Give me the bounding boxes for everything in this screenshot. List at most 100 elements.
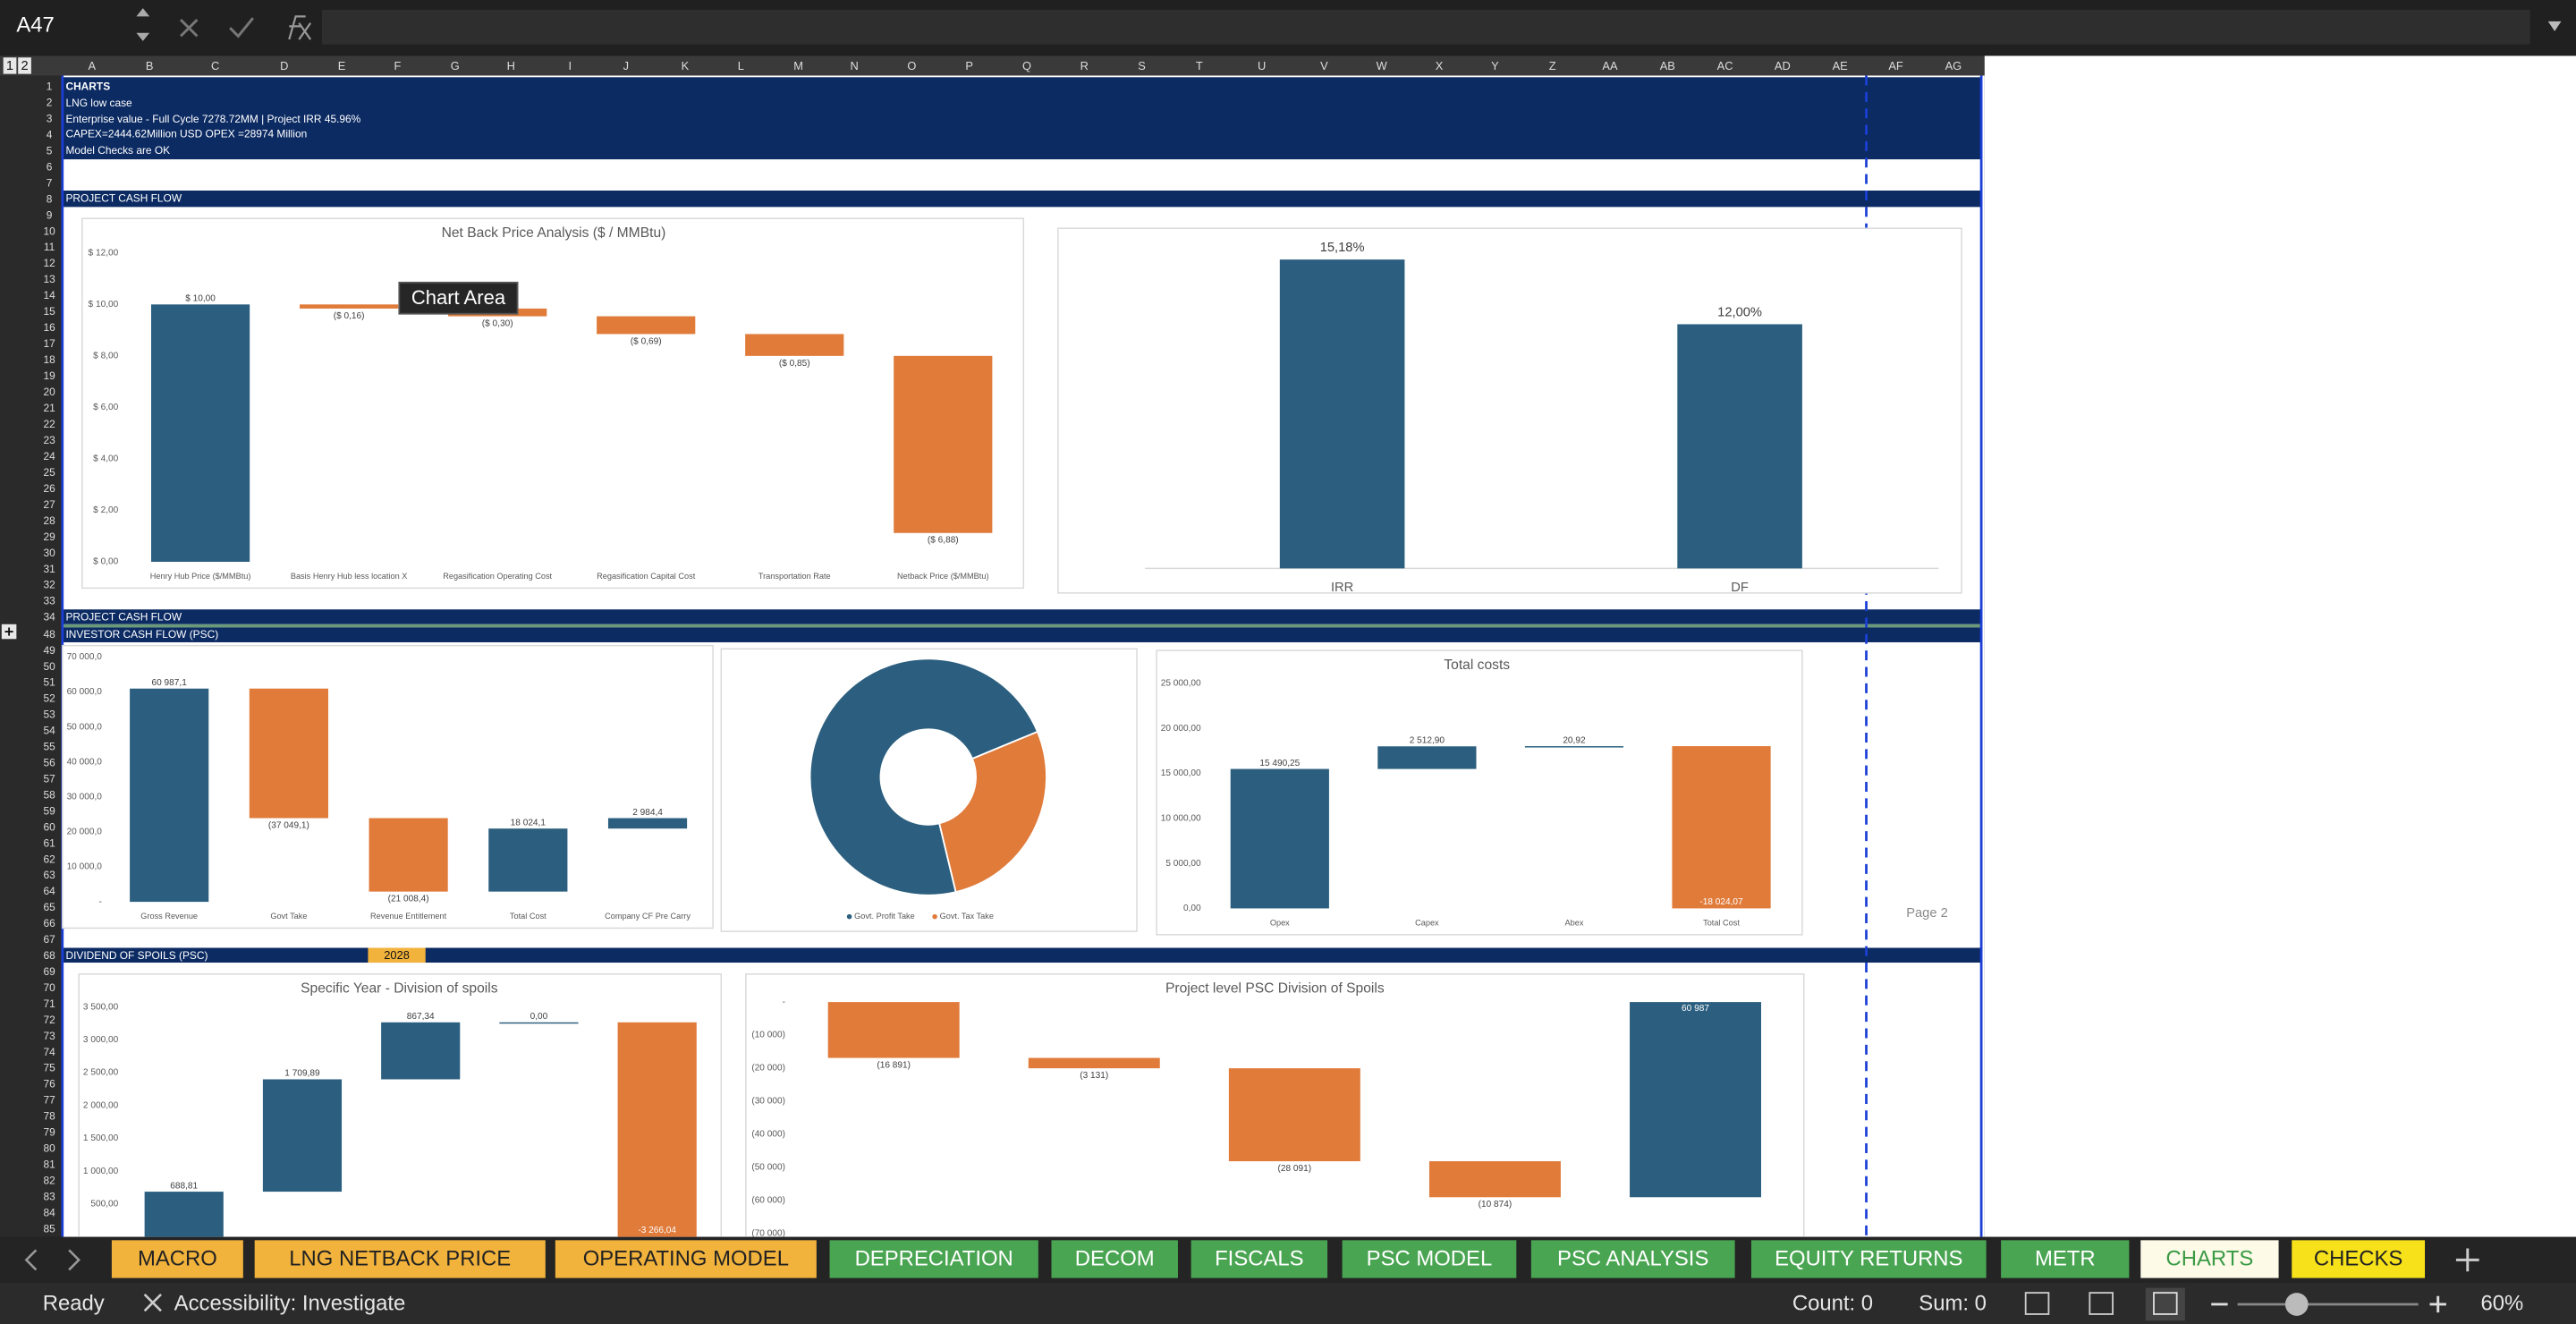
column-header[interactable]: Z bbox=[1549, 59, 1556, 72]
bar[interactable] bbox=[1677, 324, 1802, 569]
bar[interactable] bbox=[617, 1022, 697, 1237]
sheet-title[interactable]: CHARTS bbox=[65, 80, 110, 92]
row-header[interactable]: 69 bbox=[43, 965, 55, 978]
row-header[interactable]: 19 bbox=[43, 369, 55, 382]
donut-slice[interactable] bbox=[938, 730, 1047, 894]
column-header[interactable]: K bbox=[682, 59, 690, 72]
row-header[interactable]: 64 bbox=[43, 885, 55, 897]
column-header[interactable]: O bbox=[907, 59, 916, 72]
column-header[interactable]: B bbox=[146, 59, 154, 72]
bar[interactable] bbox=[1672, 746, 1771, 909]
outline-level[interactable]: 1 bbox=[6, 59, 13, 73]
row-header[interactable]: 83 bbox=[43, 1190, 55, 1202]
row-header[interactable]: 82 bbox=[43, 1174, 55, 1186]
column-header[interactable]: AA bbox=[1602, 59, 1618, 72]
expand-formula[interactable] bbox=[2547, 21, 2562, 31]
sheet-tab[interactable] bbox=[829, 1240, 1038, 1278]
outline-expand-icon[interactable] bbox=[4, 627, 13, 636]
section-title[interactable]: PROJECT CASH FLOW bbox=[65, 191, 182, 204]
row-header[interactable]: 72 bbox=[43, 1014, 55, 1026]
row-header[interactable]: 22 bbox=[43, 418, 55, 430]
column-header[interactable]: X bbox=[1436, 59, 1444, 72]
bar[interactable] bbox=[144, 1192, 224, 1237]
column-header[interactable]: H bbox=[507, 59, 515, 72]
sheet-tab[interactable] bbox=[1191, 1240, 1328, 1278]
row-header[interactable]: 68 bbox=[43, 949, 55, 962]
row-header[interactable]: 51 bbox=[43, 676, 55, 689]
sheet-tab[interactable] bbox=[2292, 1240, 2426, 1278]
cancel-icon[interactable] bbox=[180, 18, 199, 38]
bar[interactable] bbox=[827, 1002, 960, 1058]
bar[interactable] bbox=[1377, 746, 1477, 769]
row-header[interactable]: 74 bbox=[43, 1046, 55, 1058]
sheet-tab-label[interactable]: EQUITY RETURNS bbox=[1775, 1247, 1962, 1271]
column-header[interactable]: AF bbox=[1888, 59, 1903, 72]
chart-area[interactable] bbox=[1057, 227, 1962, 594]
sheet-tab-label[interactable]: METR bbox=[2035, 1247, 2096, 1271]
row-header[interactable]: 16 bbox=[43, 321, 55, 334]
column-header[interactable]: S bbox=[1138, 59, 1146, 72]
row-header[interactable]: 57 bbox=[43, 772, 55, 785]
header-line[interactable]: LNG low case bbox=[65, 97, 132, 109]
row-header[interactable]: 52 bbox=[43, 692, 55, 705]
bar[interactable] bbox=[1524, 746, 1624, 748]
row-header[interactable]: 53 bbox=[43, 709, 55, 721]
sheet-tab[interactable] bbox=[111, 1240, 243, 1278]
chart-title[interactable]: Net Back Price Analysis ($ / MMBtu) bbox=[442, 225, 666, 241]
donut-slice[interactable] bbox=[809, 658, 1039, 896]
bar[interactable] bbox=[488, 828, 568, 892]
row-header[interactable]: 21 bbox=[43, 402, 55, 414]
sheet-tab-label[interactable]: CHARTS bbox=[2166, 1247, 2254, 1271]
row-header[interactable]: 78 bbox=[43, 1110, 55, 1123]
chart-title[interactable]: Project level PSC Division of Spoils bbox=[1165, 981, 1385, 997]
row-header[interactable]: 4 bbox=[47, 128, 53, 140]
row-header[interactable]: 61 bbox=[43, 836, 55, 849]
formula-input[interactable] bbox=[322, 10, 2530, 45]
row-header[interactable]: 15 bbox=[43, 305, 55, 318]
sheet-tab-label[interactable]: CHECKS bbox=[2314, 1247, 2402, 1271]
row-header[interactable]: 70 bbox=[43, 981, 55, 994]
column-header[interactable]: V bbox=[1320, 59, 1328, 72]
page-break-view[interactable] bbox=[2153, 1292, 2178, 1315]
sheet-tab[interactable] bbox=[2140, 1240, 2279, 1278]
column-header[interactable]: AG bbox=[1945, 59, 1962, 72]
row-header[interactable]: 9 bbox=[47, 208, 53, 221]
bar[interactable] bbox=[1230, 768, 1329, 909]
column-header[interactable]: F bbox=[394, 59, 402, 72]
row-header[interactable]: 20 bbox=[43, 386, 55, 398]
row-header[interactable]: 32 bbox=[43, 579, 55, 591]
bar[interactable] bbox=[381, 1022, 461, 1080]
sheet-tab-label[interactable]: FISCALS bbox=[1215, 1247, 1303, 1271]
sheet-tab[interactable] bbox=[1750, 1240, 1987, 1278]
bar[interactable] bbox=[130, 688, 209, 903]
column-header[interactable]: R bbox=[1080, 59, 1089, 72]
column-header[interactable]: W bbox=[1377, 59, 1388, 72]
row-header[interactable]: 33 bbox=[43, 595, 55, 607]
row-header[interactable]: 29 bbox=[43, 530, 55, 543]
sheet-tab-label[interactable]: PSC ANALYSIS bbox=[1557, 1247, 1708, 1271]
name-box-spinner[interactable] bbox=[136, 8, 150, 41]
row-header[interactable]: 25 bbox=[43, 466, 55, 479]
bar[interactable] bbox=[300, 304, 399, 309]
bar[interactable] bbox=[150, 304, 250, 562]
row-header[interactable]: 77 bbox=[43, 1094, 55, 1107]
row-header[interactable]: 67 bbox=[43, 933, 55, 946]
row-header[interactable]: 28 bbox=[43, 514, 55, 527]
row-header[interactable]: 11 bbox=[44, 241, 55, 253]
row-header[interactable]: 10 bbox=[43, 225, 55, 237]
name-box[interactable]: A47 bbox=[16, 13, 54, 38]
zoom-buttons[interactable] bbox=[2211, 1295, 2446, 1313]
column-header[interactable]: I bbox=[569, 59, 572, 72]
row-header[interactable]: 24 bbox=[43, 450, 55, 463]
bar[interactable] bbox=[1228, 1068, 1360, 1162]
sheet-tab-label[interactable]: MACRO bbox=[138, 1247, 217, 1271]
row-header[interactable]: 79 bbox=[43, 1126, 55, 1139]
column-header[interactable]: Y bbox=[1491, 59, 1499, 72]
row-header[interactable]: 34 bbox=[43, 611, 55, 624]
row-header[interactable]: 1 bbox=[47, 80, 53, 92]
accessibility-status[interactable]: Accessibility: Investigate bbox=[174, 1291, 406, 1315]
column-header[interactable]: AE bbox=[1833, 59, 1849, 72]
row-header[interactable]: 14 bbox=[43, 289, 55, 301]
row-header[interactable]: 62 bbox=[43, 853, 55, 865]
sheet-tab[interactable] bbox=[254, 1240, 546, 1278]
